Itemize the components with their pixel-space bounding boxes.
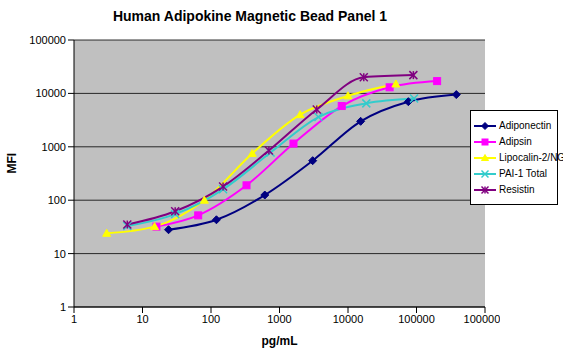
svg-text:1000: 1000 xyxy=(267,313,291,325)
svg-text:100: 100 xyxy=(202,313,220,325)
svg-text:1: 1 xyxy=(60,301,66,313)
svg-text:1000000: 1000000 xyxy=(464,313,500,325)
svg-text:1000: 1000 xyxy=(42,141,66,153)
html-text:Resistin: Resistin xyxy=(499,184,535,195)
svg-text:100: 100 xyxy=(48,194,66,206)
svg-text:1: 1 xyxy=(71,313,77,325)
svg-text:10000: 10000 xyxy=(35,87,66,99)
svg-text:10: 10 xyxy=(54,248,66,260)
html-text:Adipsin: Adipsin xyxy=(499,136,532,147)
svg-text:MFI: MFI xyxy=(8,153,19,174)
html-text:Human Adipokine Magnetic Bead: Human Adipokine Magnetic Bead Panel 1 xyxy=(113,8,387,24)
html-text:Adiponectin: Adiponectin xyxy=(499,120,552,131)
svg-text:100000: 100000 xyxy=(398,313,435,325)
svg-text:100000: 100000 xyxy=(29,34,66,46)
html-text:PAI-1 Total: PAI-1 Total xyxy=(499,168,547,179)
svg-text:pg/mL: pg/mL xyxy=(262,334,298,348)
svg-text:10: 10 xyxy=(136,313,148,325)
svg-text:10000: 10000 xyxy=(333,313,364,325)
